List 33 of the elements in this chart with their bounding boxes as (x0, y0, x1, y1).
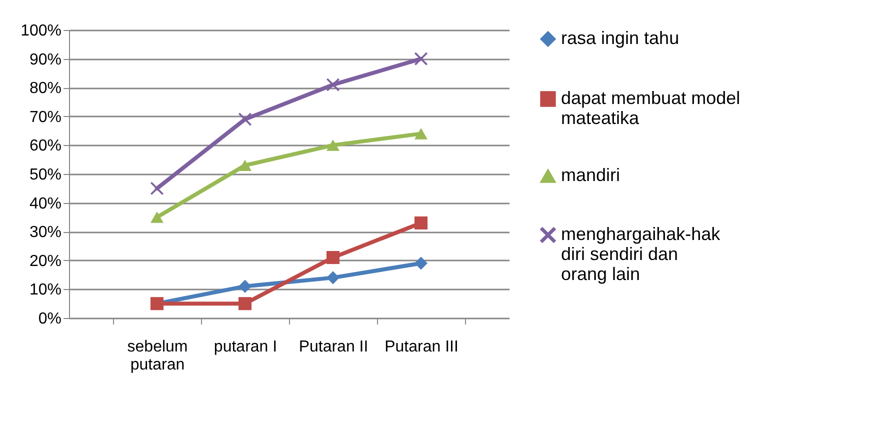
point (414, 216, 428, 230)
point (326, 251, 340, 264)
x-tick-label: Putaran III (384, 338, 458, 356)
point (150, 182, 164, 195)
legend-label: menghargaihak-hak diri sendiri dan orang lain (561, 224, 722, 284)
y-tick-label: 20% (29, 252, 62, 270)
legend-label: dapat membuat model mateatika (561, 88, 740, 128)
y-tick-label: 0% (38, 310, 62, 328)
y-tick-label: 80% (29, 80, 62, 98)
point (326, 78, 340, 92)
point (414, 52, 428, 66)
y-tick-label: 40% (29, 195, 62, 212)
point (414, 256, 428, 270)
y-tick-label: 60% (29, 138, 62, 155)
y-tick-label: 70% (29, 108, 62, 126)
point (326, 140, 340, 151)
point (326, 271, 340, 284)
point (238, 297, 252, 310)
y-tick-label: 100% (20, 22, 62, 40)
legend-label: rasa ingin tahu (561, 28, 680, 48)
x-tick-label: sebelum putaran (127, 338, 188, 374)
point (238, 112, 252, 126)
y-tick-label: 90% (29, 51, 62, 68)
x-tick-label: putaran I (214, 338, 278, 356)
y-tick-label: 50% (29, 166, 62, 184)
y-tick-label: 30% (29, 224, 62, 242)
point (414, 128, 428, 140)
y-tick-label: 10% (29, 282, 62, 299)
point (150, 212, 164, 223)
x-tick-label: Putaran II (298, 338, 368, 356)
point (238, 280, 252, 293)
legend-label: mandiri (561, 165, 620, 185)
point (238, 160, 252, 172)
